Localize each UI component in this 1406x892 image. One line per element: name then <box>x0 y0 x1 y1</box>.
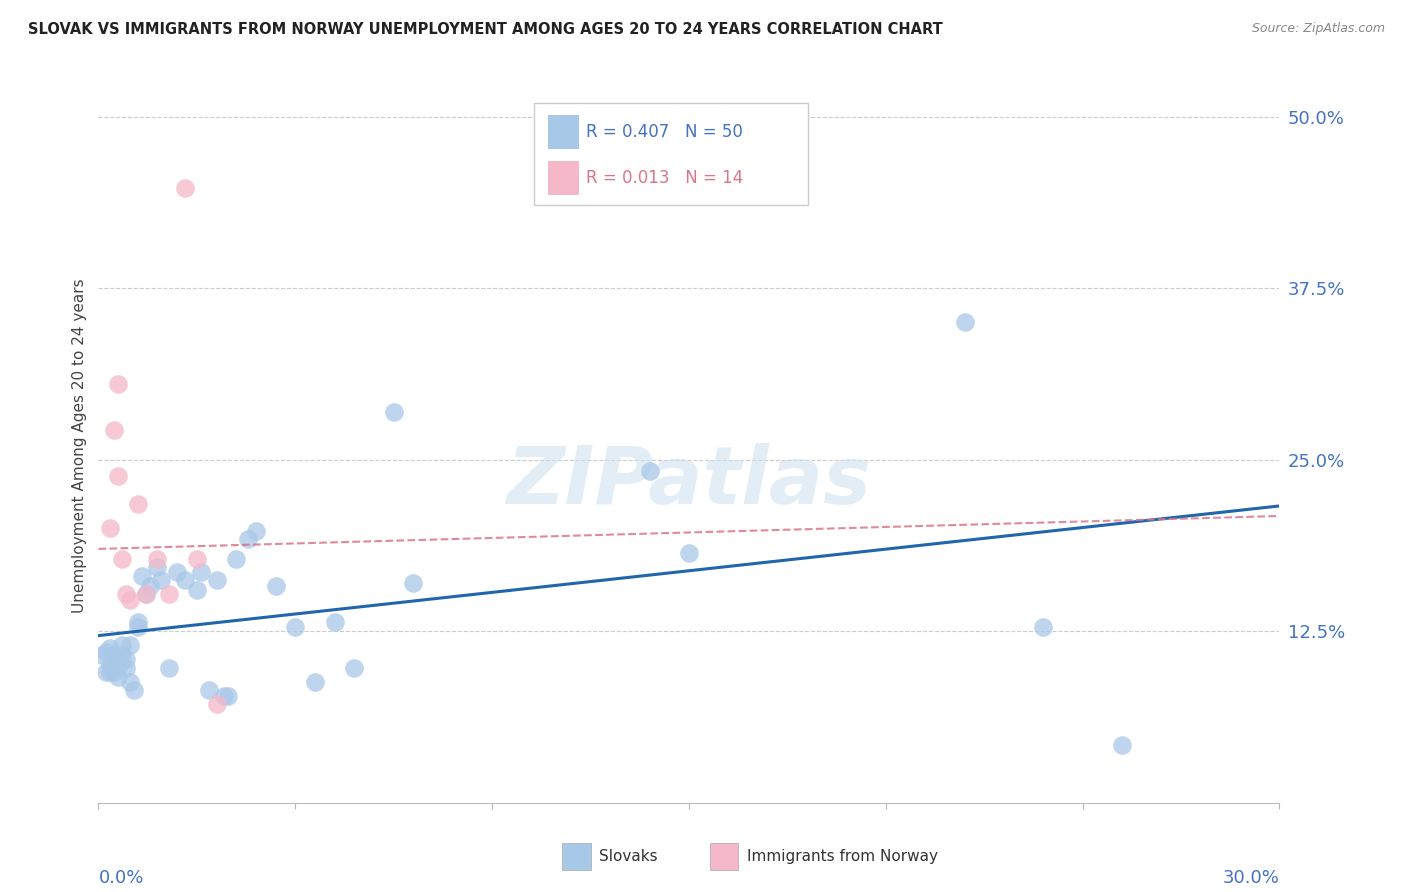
Point <box>146 551 169 566</box>
Point <box>111 648 134 662</box>
Point <box>190 566 212 580</box>
Text: Source: ZipAtlas.com: Source: ZipAtlas.com <box>1251 22 1385 36</box>
Point <box>205 697 228 711</box>
Point <box>111 638 134 652</box>
Point <box>103 648 125 662</box>
Point <box>118 592 141 607</box>
Text: 30.0%: 30.0% <box>1223 869 1279 887</box>
Point <box>118 675 141 690</box>
Y-axis label: Unemployment Among Ages 20 to 24 years: Unemployment Among Ages 20 to 24 years <box>72 278 87 614</box>
Point <box>186 551 208 566</box>
Text: Slovaks: Slovaks <box>599 849 658 863</box>
Point <box>111 551 134 566</box>
Point <box>236 533 259 547</box>
Point <box>382 405 405 419</box>
Point <box>107 469 129 483</box>
Point <box>953 316 976 330</box>
Point <box>131 569 153 583</box>
Text: R = 0.013   N = 14: R = 0.013 N = 14 <box>586 169 744 187</box>
Point <box>91 648 114 662</box>
Point <box>638 464 661 478</box>
Point <box>96 645 118 659</box>
Point <box>146 559 169 574</box>
Point <box>107 661 129 675</box>
Point <box>98 665 121 680</box>
Text: ZIPatlas: ZIPatlas <box>506 442 872 521</box>
Point <box>174 181 197 195</box>
Point <box>166 566 188 580</box>
Point <box>98 521 121 535</box>
Point <box>127 497 149 511</box>
Text: SLOVAK VS IMMIGRANTS FROM NORWAY UNEMPLOYMENT AMONG AGES 20 TO 24 YEARS CORRELAT: SLOVAK VS IMMIGRANTS FROM NORWAY UNEMPLO… <box>28 22 943 37</box>
Point <box>115 661 138 675</box>
Point <box>96 665 118 680</box>
Point <box>197 683 219 698</box>
Point <box>107 669 129 683</box>
Point <box>678 546 700 560</box>
Point <box>150 574 173 588</box>
Point <box>225 551 247 566</box>
Point <box>135 587 157 601</box>
Point <box>174 574 197 588</box>
Point <box>98 658 121 673</box>
Point <box>103 665 125 680</box>
Point <box>1032 620 1054 634</box>
Point <box>217 689 239 703</box>
Point <box>118 638 141 652</box>
Point <box>304 675 326 690</box>
Point <box>214 689 236 703</box>
Point <box>115 651 138 665</box>
Point <box>264 579 287 593</box>
Point <box>343 661 366 675</box>
Point <box>186 583 208 598</box>
Point <box>138 579 160 593</box>
Point <box>323 615 346 629</box>
Point <box>157 661 180 675</box>
Point <box>127 615 149 629</box>
Point <box>122 683 145 698</box>
Point <box>115 587 138 601</box>
Point <box>107 651 129 665</box>
Text: 0.0%: 0.0% <box>98 869 143 887</box>
Point <box>205 574 228 588</box>
Point <box>103 658 125 673</box>
Text: R = 0.407   N = 50: R = 0.407 N = 50 <box>586 123 744 141</box>
Point <box>1111 738 1133 752</box>
Point <box>157 587 180 601</box>
Point <box>127 620 149 634</box>
Point <box>402 576 425 591</box>
Point <box>245 524 267 538</box>
Point <box>103 423 125 437</box>
Point <box>107 377 129 392</box>
Point <box>284 620 307 634</box>
Point <box>135 587 157 601</box>
Point <box>98 640 121 655</box>
Text: Immigrants from Norway: Immigrants from Norway <box>747 849 938 863</box>
